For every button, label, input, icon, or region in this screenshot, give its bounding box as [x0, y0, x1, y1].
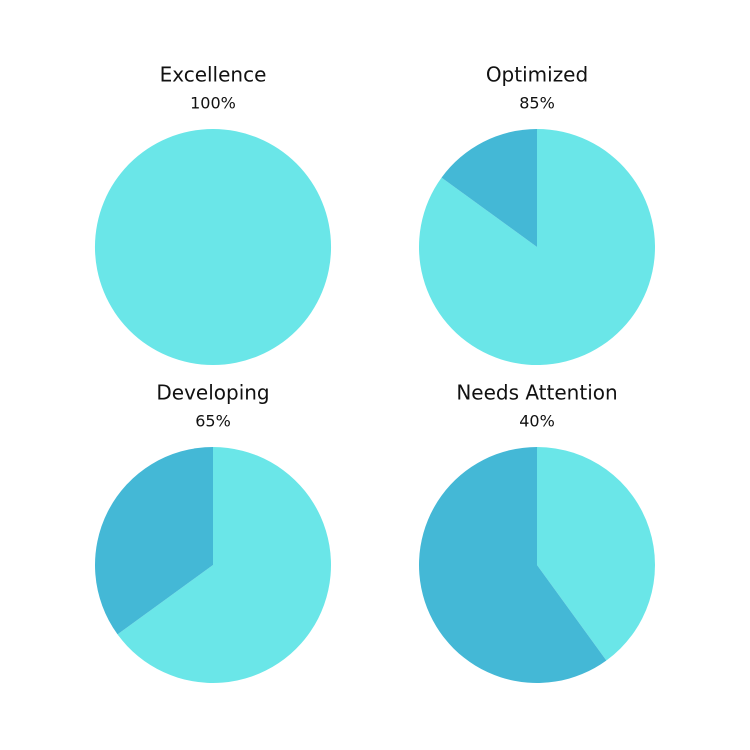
- pie-slice: [94, 128, 332, 366]
- chart-title: Excellence: [160, 63, 267, 87]
- pie-slice: [441, 129, 537, 247]
- pie-slice: [95, 447, 213, 635]
- pie-slice: [117, 447, 331, 683]
- pie-slice: [418, 447, 607, 683]
- pie-slice: [537, 447, 655, 661]
- value-label: 65%: [195, 412, 231, 431]
- chart-title: Developing: [156, 381, 269, 405]
- chart-title: Needs Attention: [456, 381, 617, 405]
- chart-title: Optimized: [486, 63, 588, 87]
- value-label: 40%: [519, 412, 555, 431]
- value-label: 85%: [519, 94, 555, 113]
- value-label: 100%: [190, 94, 236, 113]
